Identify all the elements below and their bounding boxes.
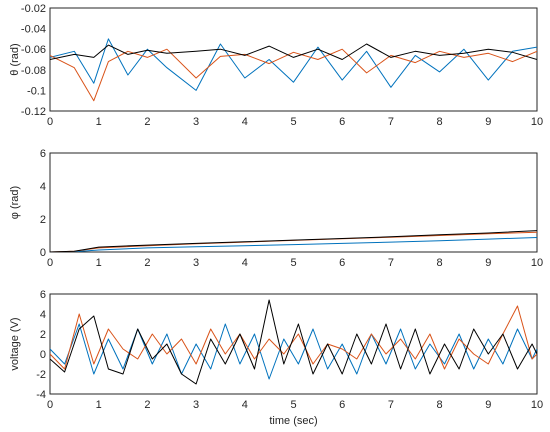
voltage-tick-labels: 0 1 2 3 4 5 6 7 8 9 10 -4 -2 0 2 4 6 [36, 289, 543, 411]
theta-x-tick-label: 1 [96, 116, 102, 128]
phi-y-tick-label: 4 [40, 181, 46, 193]
voltage-x-tick-label: 5 [290, 399, 296, 411]
theta-tick-labels: 0 1 2 3 4 5 6 7 8 9 10 -0.12 -0.1 -0.08 -0.06 -0.04 -0.0… [21, 3, 543, 128]
phi-x-tick-label: 3 [193, 257, 199, 269]
phi-x-tick-label: 9 [485, 257, 491, 269]
voltage-x-tick-label: 0 [47, 399, 53, 411]
voltage-x-tick-label: 6 [339, 399, 345, 411]
voltage-x-tick-label: 1 [96, 399, 102, 411]
voltage-y-tick-label: -4 [36, 389, 46, 401]
phi-x-tick-label: 0 [47, 257, 53, 269]
theta-subplot: 0 1 2 3 4 5 6 7 8 9 10 -0.12 -0.1 -0.08 -0.06 -0.04 -0.0… [9, 3, 543, 128]
theta-y-tick-label: -0.04 [21, 24, 46, 36]
phi-y-axis-label: φ (rad) [9, 186, 21, 219]
theta-x-tick-label: 0 [47, 116, 53, 128]
theta-y-tick-label: -0.02 [21, 3, 46, 15]
voltage-y-tick-label: 4 [40, 309, 46, 321]
voltage-x-tick-label: 2 [144, 399, 150, 411]
theta-x-tick-label: 5 [290, 116, 296, 128]
voltage-y-tick-label: -2 [36, 369, 46, 381]
voltage-x-tick-label: 3 [193, 399, 199, 411]
voltage-series-line-1 [50, 323, 537, 380]
theta-series-group [50, 38, 537, 102]
phi-series-group [50, 230, 537, 252]
phi-tick-labels: 0 1 2 3 4 5 6 7 8 9 10 0 2 4 6 [40, 148, 543, 269]
voltage-series-line-3 [50, 299, 537, 385]
theta-y-tick-label: -0.06 [21, 44, 46, 56]
theta-x-tick-label: 4 [242, 116, 248, 128]
theta-axes-frame [49, 7, 538, 112]
voltage-series-line-2 [50, 305, 537, 370]
phi-x-tick-label: 4 [242, 257, 248, 269]
theta-series-line-3 [50, 43, 537, 60]
voltage-y-tick-label: 0 [40, 349, 46, 361]
theta-x-tick-label: 10 [531, 116, 543, 128]
theta-x-tick-label: 3 [193, 116, 199, 128]
voltage-y-tick-label: 2 [40, 329, 46, 341]
voltage-subplot: 0 1 2 3 4 5 6 7 8 9 10 -4 -2 0 2 4 6 voltage (V) time (s… [9, 289, 543, 427]
theta-y-axis-label: θ (rad) [9, 43, 21, 75]
voltage-y-tick-label: 6 [40, 289, 46, 301]
theta-y-tick-label: -0.08 [21, 65, 46, 77]
theta-x-tick-label: 2 [144, 116, 150, 128]
phi-y-tick-label: 0 [40, 247, 46, 259]
voltage-x-tick-label: 9 [485, 399, 491, 411]
phi-x-tick-label: 1 [96, 257, 102, 269]
voltage-y-axis-label: voltage (V) [9, 317, 21, 370]
phi-x-tick-label: 7 [388, 257, 394, 269]
voltage-x-tick-label: 7 [388, 399, 394, 411]
phi-x-tick-label: 5 [290, 257, 296, 269]
phi-axes-frame [49, 152, 538, 253]
voltage-series-group [50, 299, 537, 385]
theta-x-tick-label: 6 [339, 116, 345, 128]
phi-y-tick-label: 2 [40, 214, 46, 226]
voltage-x-tick-label: 4 [242, 399, 248, 411]
voltage-x-tick-label: 8 [437, 399, 443, 411]
theta-x-tick-label: 9 [485, 116, 491, 128]
phi-x-tick-label: 6 [339, 257, 345, 269]
phi-y-tick-label: 6 [40, 148, 46, 160]
theta-y-tick-label: -0.12 [21, 106, 46, 118]
phi-series-line-3 [50, 230, 537, 252]
theta-y-tick-label: -0.1 [27, 85, 46, 97]
phi-subplot: 0 1 2 3 4 5 6 7 8 9 10 0 2 4 6 φ (rad) [9, 148, 543, 269]
theta-x-tick-label: 8 [437, 116, 443, 128]
phi-series-line-1 [50, 237, 537, 252]
voltage-x-axis-label: time (sec) [269, 415, 317, 427]
phi-x-tick-label: 8 [437, 257, 443, 269]
theta-x-tick-label: 7 [388, 116, 394, 128]
voltage-axes-frame [49, 293, 538, 395]
voltage-x-tick-label: 10 [531, 399, 543, 411]
phi-x-tick-label: 10 [531, 257, 543, 269]
phi-x-tick-label: 2 [144, 257, 150, 269]
